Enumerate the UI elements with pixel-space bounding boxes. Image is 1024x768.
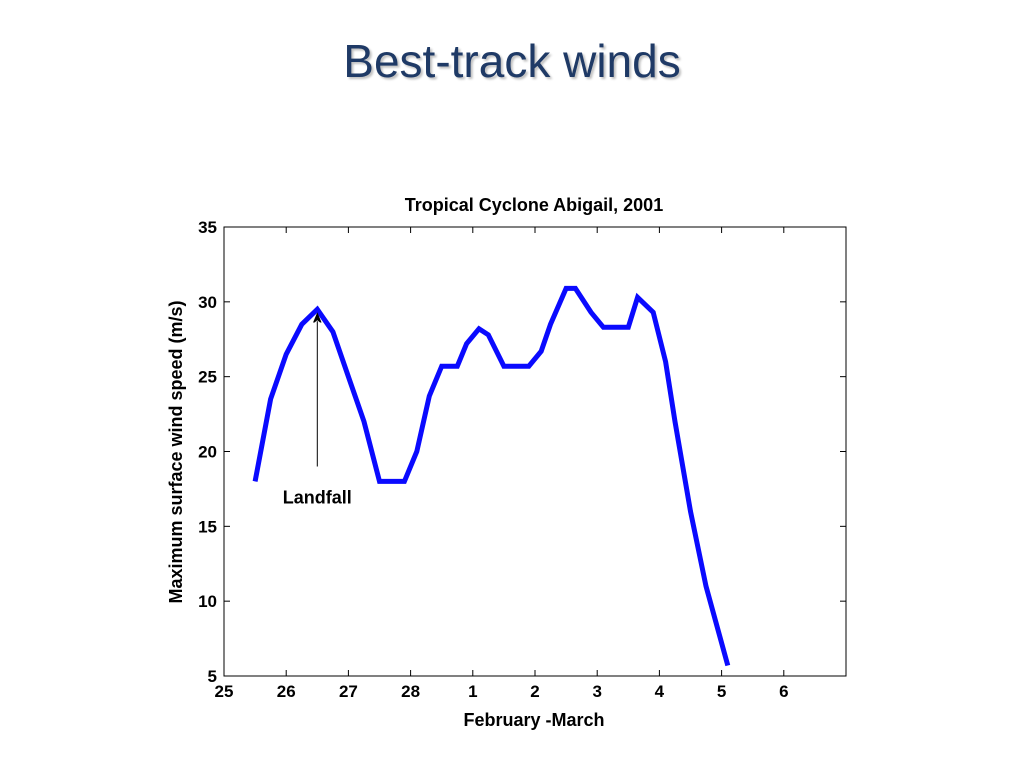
y-tick-label: 10 xyxy=(198,592,217,611)
y-tick-label: 20 xyxy=(198,443,217,462)
y-tick-label: 30 xyxy=(198,293,217,312)
chart-title: Tropical Cyclone Abigail, 2001 xyxy=(405,195,663,215)
x-tick-label: 6 xyxy=(779,682,788,701)
x-tick-label: 28 xyxy=(401,682,420,701)
x-axis-label: February -March xyxy=(463,710,604,730)
y-tick-label: 5 xyxy=(208,667,217,686)
slide-title: Best-track winds xyxy=(343,35,681,87)
x-tick-label: 25 xyxy=(215,682,234,701)
x-tick-label: 3 xyxy=(592,682,601,701)
y-tick-label: 15 xyxy=(198,517,217,536)
y-tick-label: 25 xyxy=(198,368,217,387)
x-tick-label: 26 xyxy=(277,682,296,701)
x-tick-label: 1 xyxy=(468,682,477,701)
landfall-annotation: Landfall xyxy=(283,487,352,507)
y-axis-label: Maximum surface wind speed (m/s) xyxy=(166,300,186,603)
x-tick-label: 5 xyxy=(717,682,726,701)
x-tick-label: 2 xyxy=(530,682,539,701)
x-tick-label: 27 xyxy=(339,682,358,701)
x-tick-label: 4 xyxy=(655,682,665,701)
y-tick-label: 35 xyxy=(198,218,217,237)
wind-speed-line xyxy=(252,285,731,667)
